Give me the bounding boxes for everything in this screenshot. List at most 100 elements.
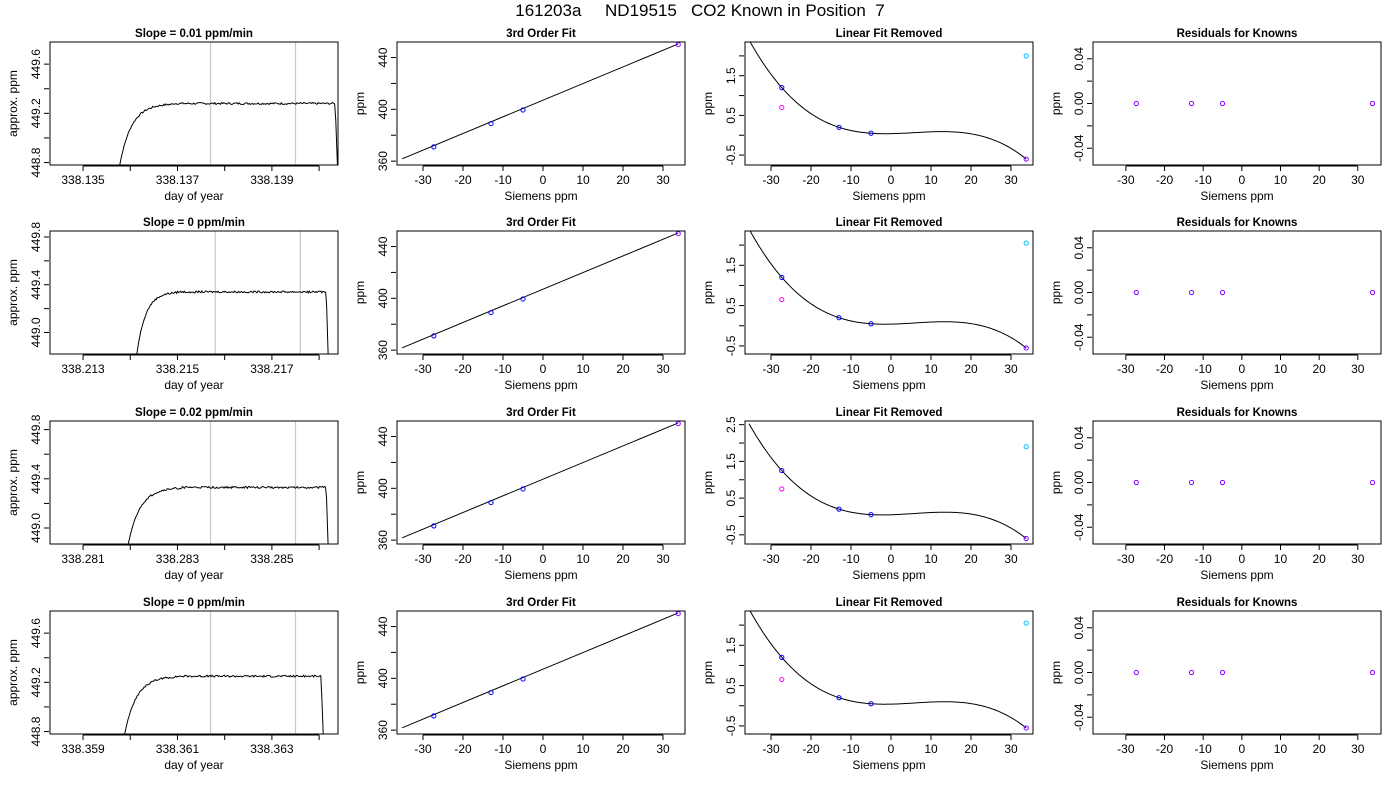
x-tick-label: -30 xyxy=(414,552,432,566)
plot-frame xyxy=(744,420,1034,545)
panel-r2-c1: Slope = 0 ppm/min 338.213 338.215 338.217 44… xyxy=(6,217,339,392)
x-axis-label: Siemens ppm xyxy=(852,568,925,582)
x-tick-label: 10 xyxy=(924,742,938,756)
fit-line xyxy=(402,422,679,539)
y-tick-label: 2.5 xyxy=(724,416,738,433)
panel-title: Slope = 0.01 ppm/min xyxy=(135,28,253,40)
y-axis-label: ppm xyxy=(1049,281,1063,304)
data-point xyxy=(1188,479,1195,486)
data-point xyxy=(1023,725,1029,731)
x-tick-label: 10 xyxy=(576,362,590,376)
y-axis-label: approx. ppm xyxy=(6,259,20,326)
data-point xyxy=(1369,669,1376,676)
panel-title: 3rd Order Fit xyxy=(506,597,576,609)
x-tick-label: 0 xyxy=(540,362,547,376)
y-tick-label: 0.04 xyxy=(1072,426,1086,450)
y-tick-label: -0.5 xyxy=(724,335,738,356)
y-tick-label: 400 xyxy=(376,288,390,308)
data-point xyxy=(1133,669,1139,676)
data-point xyxy=(836,506,842,512)
y-tick-label: 400 xyxy=(376,99,390,119)
data-point xyxy=(1219,289,1226,296)
data-point xyxy=(1023,345,1029,351)
x-tick-label: 338.139 xyxy=(250,173,294,187)
data-point xyxy=(1023,156,1029,162)
trace-line xyxy=(119,101,338,165)
x-tick-label: 0 xyxy=(1238,742,1245,756)
panel-r4-c4: Residuals for Knowns -30 -20 -10 0 10 20 30 -0.0… xyxy=(1049,597,1382,772)
x-tick-label: 0 xyxy=(888,173,895,187)
x-axis-label: day of year xyxy=(164,189,223,203)
y-tick-label: 1.5 xyxy=(724,257,738,274)
x-tick-label: -30 xyxy=(1117,552,1135,566)
y-axis-label: ppm xyxy=(353,661,367,684)
x-tick-label: -10 xyxy=(1195,552,1213,566)
x-tick-label: 20 xyxy=(1312,552,1326,566)
data-point xyxy=(779,296,785,303)
data-point xyxy=(868,701,874,707)
y-tick-label: 400 xyxy=(376,668,390,688)
plot-frame xyxy=(396,230,686,355)
x-tick-label: -10 xyxy=(1195,362,1213,376)
data-point xyxy=(779,654,785,660)
x-tick-label: 0 xyxy=(888,362,895,376)
x-tick-label: -20 xyxy=(1156,173,1174,187)
data-point xyxy=(1133,289,1139,296)
data-point xyxy=(520,107,526,113)
x-tick-label: 20 xyxy=(964,742,978,756)
y-tick-label: 440 xyxy=(376,616,390,636)
x-tick-label: 10 xyxy=(576,742,590,756)
y-tick-label: 0.5 xyxy=(724,297,738,314)
plot-frame xyxy=(49,610,339,735)
fit-curve xyxy=(748,423,1027,539)
y-tick-label: 449.8 xyxy=(29,222,43,252)
figure-title: 161203a ND19515 CO2 Known in Position 7 xyxy=(515,1,885,20)
panel-title: 3rd Order Fit xyxy=(506,217,576,229)
data-point xyxy=(836,315,842,321)
x-axis-label: Siemens ppm xyxy=(504,189,577,203)
y-tick-label: 360 xyxy=(376,530,390,550)
y-tick-label: -0.04 xyxy=(1072,513,1086,541)
plot-frame xyxy=(744,610,1034,735)
x-axis-label: day of year xyxy=(164,568,223,582)
data-point xyxy=(868,130,874,136)
data-point xyxy=(779,676,785,683)
panel-title: Linear Fit Removed xyxy=(836,28,943,40)
panel-title: Slope = 0 ppm/min xyxy=(143,597,245,609)
x-tick-label: 338.135 xyxy=(61,173,105,187)
y-axis-label: ppm xyxy=(353,471,367,494)
plot-frame xyxy=(49,420,339,545)
x-tick-label: 20 xyxy=(1312,173,1326,187)
data-point xyxy=(1023,53,1029,59)
x-tick-label: 20 xyxy=(964,552,978,566)
y-tick-label: 449.0 xyxy=(29,513,43,543)
x-tick-label: -20 xyxy=(1156,742,1174,756)
data-point xyxy=(836,124,842,130)
y-tick-label: 0.5 xyxy=(724,107,738,124)
x-axis-label: Siemens ppm xyxy=(852,758,925,772)
plot-area xyxy=(136,231,329,354)
x-tick-label: -30 xyxy=(414,362,432,376)
x-axis-label: day of year xyxy=(164,378,223,392)
x-tick-label: -10 xyxy=(1195,742,1213,756)
data-point xyxy=(488,499,494,506)
data-point xyxy=(1369,289,1376,296)
fit-line xyxy=(402,232,679,349)
x-tick-label: -20 xyxy=(802,742,820,756)
plot-frame xyxy=(1092,610,1382,735)
plot-frame xyxy=(744,230,1034,355)
plot-frame xyxy=(744,41,1034,166)
x-tick-label: -30 xyxy=(1117,742,1135,756)
fit-line xyxy=(402,612,679,729)
data-point xyxy=(868,321,874,327)
x-tick-label: 30 xyxy=(656,173,670,187)
data-point xyxy=(1219,669,1226,676)
panel-title: Residuals for Knowns xyxy=(1177,28,1298,40)
y-tick-label: 449.4 xyxy=(29,463,43,493)
plot-area xyxy=(119,42,338,165)
plot-frame xyxy=(396,610,686,735)
data-point xyxy=(868,512,874,518)
data-point xyxy=(1188,669,1195,676)
x-tick-label: -30 xyxy=(414,173,432,187)
x-tick-label: -30 xyxy=(762,362,780,376)
